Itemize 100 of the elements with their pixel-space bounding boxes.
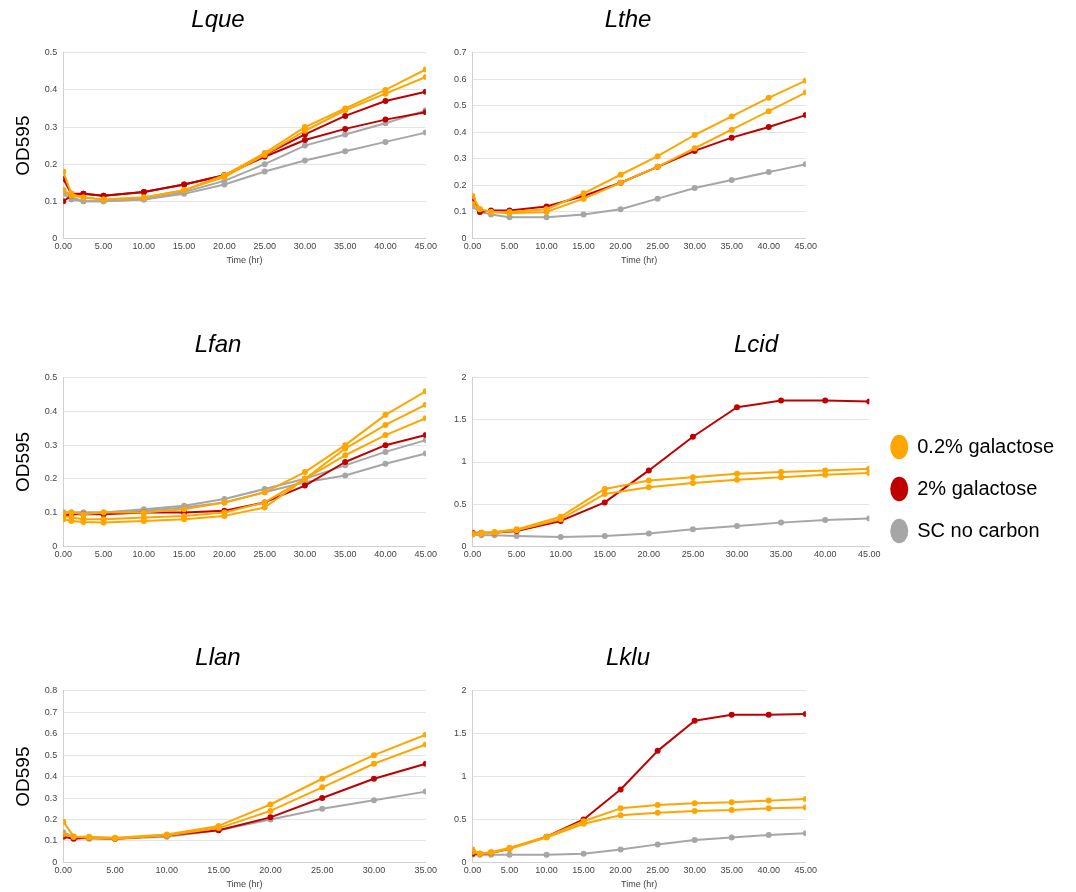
x-tick-label: 10.00: [132, 549, 156, 560]
x-tick-label: 15.00: [572, 865, 595, 876]
x-tick-label: 45.00: [857, 549, 881, 560]
x-tick-label: 15.00: [172, 241, 196, 252]
y-tick-label: 0.1: [454, 206, 467, 217]
y-tick-label: 0.3: [44, 439, 58, 450]
y-tick-label: 0: [52, 540, 58, 551]
x-tick-label: 10.00: [535, 865, 558, 876]
x-tick-label: 30.00: [293, 549, 317, 560]
y-tick-label: 0.6: [44, 728, 58, 739]
y-tick-label: 0.7: [44, 706, 58, 717]
x-tick-label: 10.00: [549, 549, 572, 560]
x-tick-label: 25.00: [253, 241, 276, 252]
x-tick-label: 20.00: [213, 549, 236, 560]
chart-title: Lque: [191, 5, 245, 33]
y-tick-label: 0.5: [44, 372, 58, 383]
x-tick-label: 5.00: [106, 865, 124, 876]
y-tick-label: 0.5: [454, 498, 467, 509]
y-tick-label: 0.5: [44, 749, 58, 760]
x-tick-label: 30.00: [683, 241, 706, 252]
y-tick-label: 0.2: [44, 473, 58, 484]
chart-title: Lfan: [194, 330, 242, 358]
x-tick-label: 40.00: [757, 241, 780, 252]
y-tick-label: 1.5: [454, 414, 467, 425]
x-axis-title: Time (hr): [621, 255, 658, 266]
y-tick-label: 1: [461, 456, 467, 467]
x-tick-label: 15.00: [172, 549, 196, 560]
x-tick-label: 40.00: [374, 241, 397, 252]
y-tick-label: 0: [52, 856, 58, 867]
x-tick-label: 25.00: [646, 241, 669, 252]
y-tick-label: 0.6: [454, 73, 467, 84]
x-tick-label: 30.00: [683, 865, 706, 876]
x-axis-title: Time (hr): [226, 255, 263, 266]
x-tick-label: 45.00: [794, 241, 817, 252]
x-axis-title: Time (hr): [621, 879, 658, 890]
x-tick-label: 5.00: [507, 549, 526, 560]
x-tick-label: 0.00: [54, 865, 73, 876]
y-tick-label: 0.3: [44, 792, 58, 803]
x-axis-title: Time (hr): [226, 879, 263, 890]
y-tick-label: 1.5: [454, 728, 467, 739]
x-tick-label: 25.00: [681, 549, 705, 560]
x-tick-label: 25.00: [646, 865, 669, 876]
x-tick-label: 35.00: [769, 549, 793, 560]
y-tick-label: 0: [461, 232, 467, 243]
x-tick-label: 5.00: [500, 241, 519, 252]
y-tick-label: 1: [461, 771, 467, 782]
y-tick-label: 0.1: [44, 835, 58, 846]
legend-label: 0.2% galactose: [917, 434, 1055, 457]
y-tick-label: 0.5: [454, 813, 467, 824]
y-tick-label: 0.2: [454, 179, 467, 190]
legend-label: SC no carbon: [917, 518, 1040, 541]
y-axis-title: OD595: [11, 746, 33, 807]
x-tick-label: 20.00: [213, 241, 236, 252]
x-tick-label: 0.00: [463, 241, 482, 252]
y-tick-label: 0: [461, 856, 467, 867]
y-tick-label: 0.4: [44, 84, 58, 95]
y-tick-label: 0.4: [454, 126, 467, 137]
x-tick-label: 15.00: [207, 865, 230, 876]
y-axis-title: OD595: [11, 431, 33, 493]
x-tick-label: 10.00: [535, 241, 558, 252]
x-tick-label: 45.00: [794, 865, 817, 876]
x-tick-label: 40.00: [374, 549, 397, 560]
x-tick-label: 0.00: [54, 241, 73, 252]
y-tick-label: 0.7: [454, 47, 467, 58]
chart-title: Lcid: [733, 330, 779, 358]
x-tick-label: 15.00: [593, 549, 617, 560]
x-tick-label: 40.00: [757, 865, 780, 876]
x-tick-label: 5.00: [94, 549, 113, 560]
x-tick-label: 20.00: [609, 241, 632, 252]
x-tick-label: 30.00: [362, 865, 386, 876]
x-tick-label: 35.00: [720, 241, 743, 252]
y-tick-label: 0.3: [44, 121, 58, 132]
x-tick-label: 10.00: [155, 865, 179, 876]
x-tick-label: 0.00: [463, 865, 482, 876]
x-tick-label: 10.00: [132, 241, 156, 252]
x-tick-label: 5.00: [500, 865, 519, 876]
y-axis-title: OD595: [11, 115, 33, 176]
y-tick-label: 0.2: [44, 158, 58, 169]
y-tick-label: 0.5: [454, 100, 467, 111]
y-tick-label: 2: [461, 685, 467, 696]
x-tick-label: 0.00: [54, 549, 73, 560]
x-tick-label: 30.00: [293, 241, 317, 252]
x-tick-label: 0.00: [463, 549, 482, 560]
y-tick-label: 0.3: [454, 153, 467, 164]
x-tick-label: 35.00: [414, 865, 437, 876]
y-tick-label: 0: [52, 232, 58, 243]
x-tick-label: 30.00: [725, 549, 749, 560]
x-tick-label: 45.00: [414, 549, 437, 560]
legend-label: 2% galactose: [917, 476, 1038, 499]
y-tick-label: 0: [461, 540, 467, 551]
chart-title: Llan: [195, 643, 241, 671]
x-tick-label: 35.00: [333, 241, 357, 252]
y-tick-label: 0.5: [44, 47, 58, 58]
y-tick-label: 2: [461, 372, 467, 383]
chart-title: Lthe: [604, 5, 652, 33]
y-tick-label: 0.8: [44, 685, 58, 696]
x-tick-label: 40.00: [813, 549, 837, 560]
x-tick-label: 20.00: [259, 865, 282, 876]
y-tick-label: 0.1: [44, 507, 58, 517]
x-tick-label: 5.00: [94, 241, 113, 252]
